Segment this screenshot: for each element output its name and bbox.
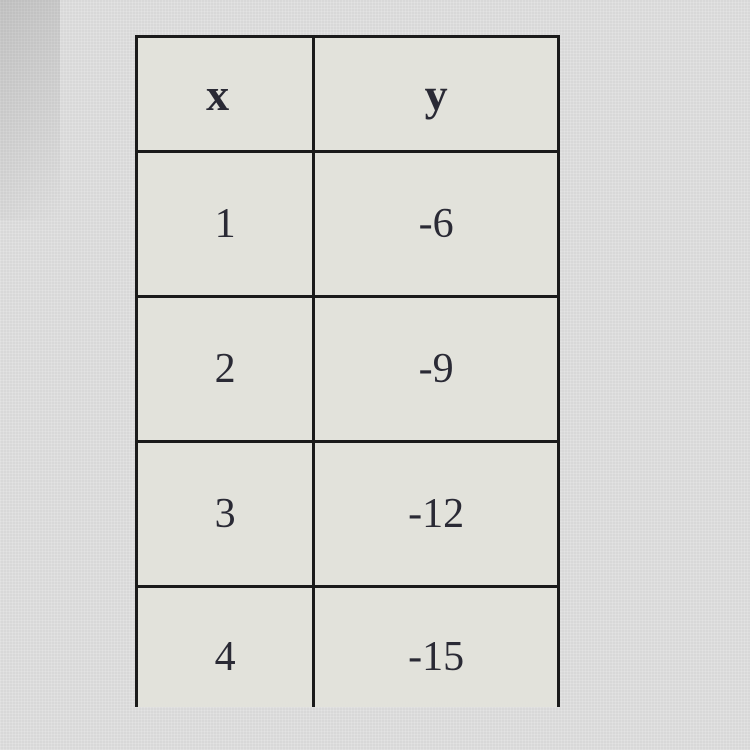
cell-x: 1 [137, 152, 314, 297]
table-header-row: x y [137, 37, 559, 152]
column-header-x: x [137, 37, 314, 152]
table-row: 2 -9 [137, 297, 559, 442]
data-table-container: x y 1 -6 2 -9 3 -12 4 -15 [135, 35, 560, 707]
table-row: 3 -12 [137, 442, 559, 587]
column-header-y: y [314, 37, 559, 152]
cell-x: 4 [137, 587, 314, 707]
table-row: 4 -15 [137, 587, 559, 707]
page-shadow [0, 0, 60, 220]
cell-x: 3 [137, 442, 314, 587]
cell-y: -9 [314, 297, 559, 442]
cell-y: -12 [314, 442, 559, 587]
cell-y: -6 [314, 152, 559, 297]
cell-x: 2 [137, 297, 314, 442]
table-row: 1 -6 [137, 152, 559, 297]
xy-data-table: x y 1 -6 2 -9 3 -12 4 -15 [135, 35, 560, 707]
cell-y: -15 [314, 587, 559, 707]
